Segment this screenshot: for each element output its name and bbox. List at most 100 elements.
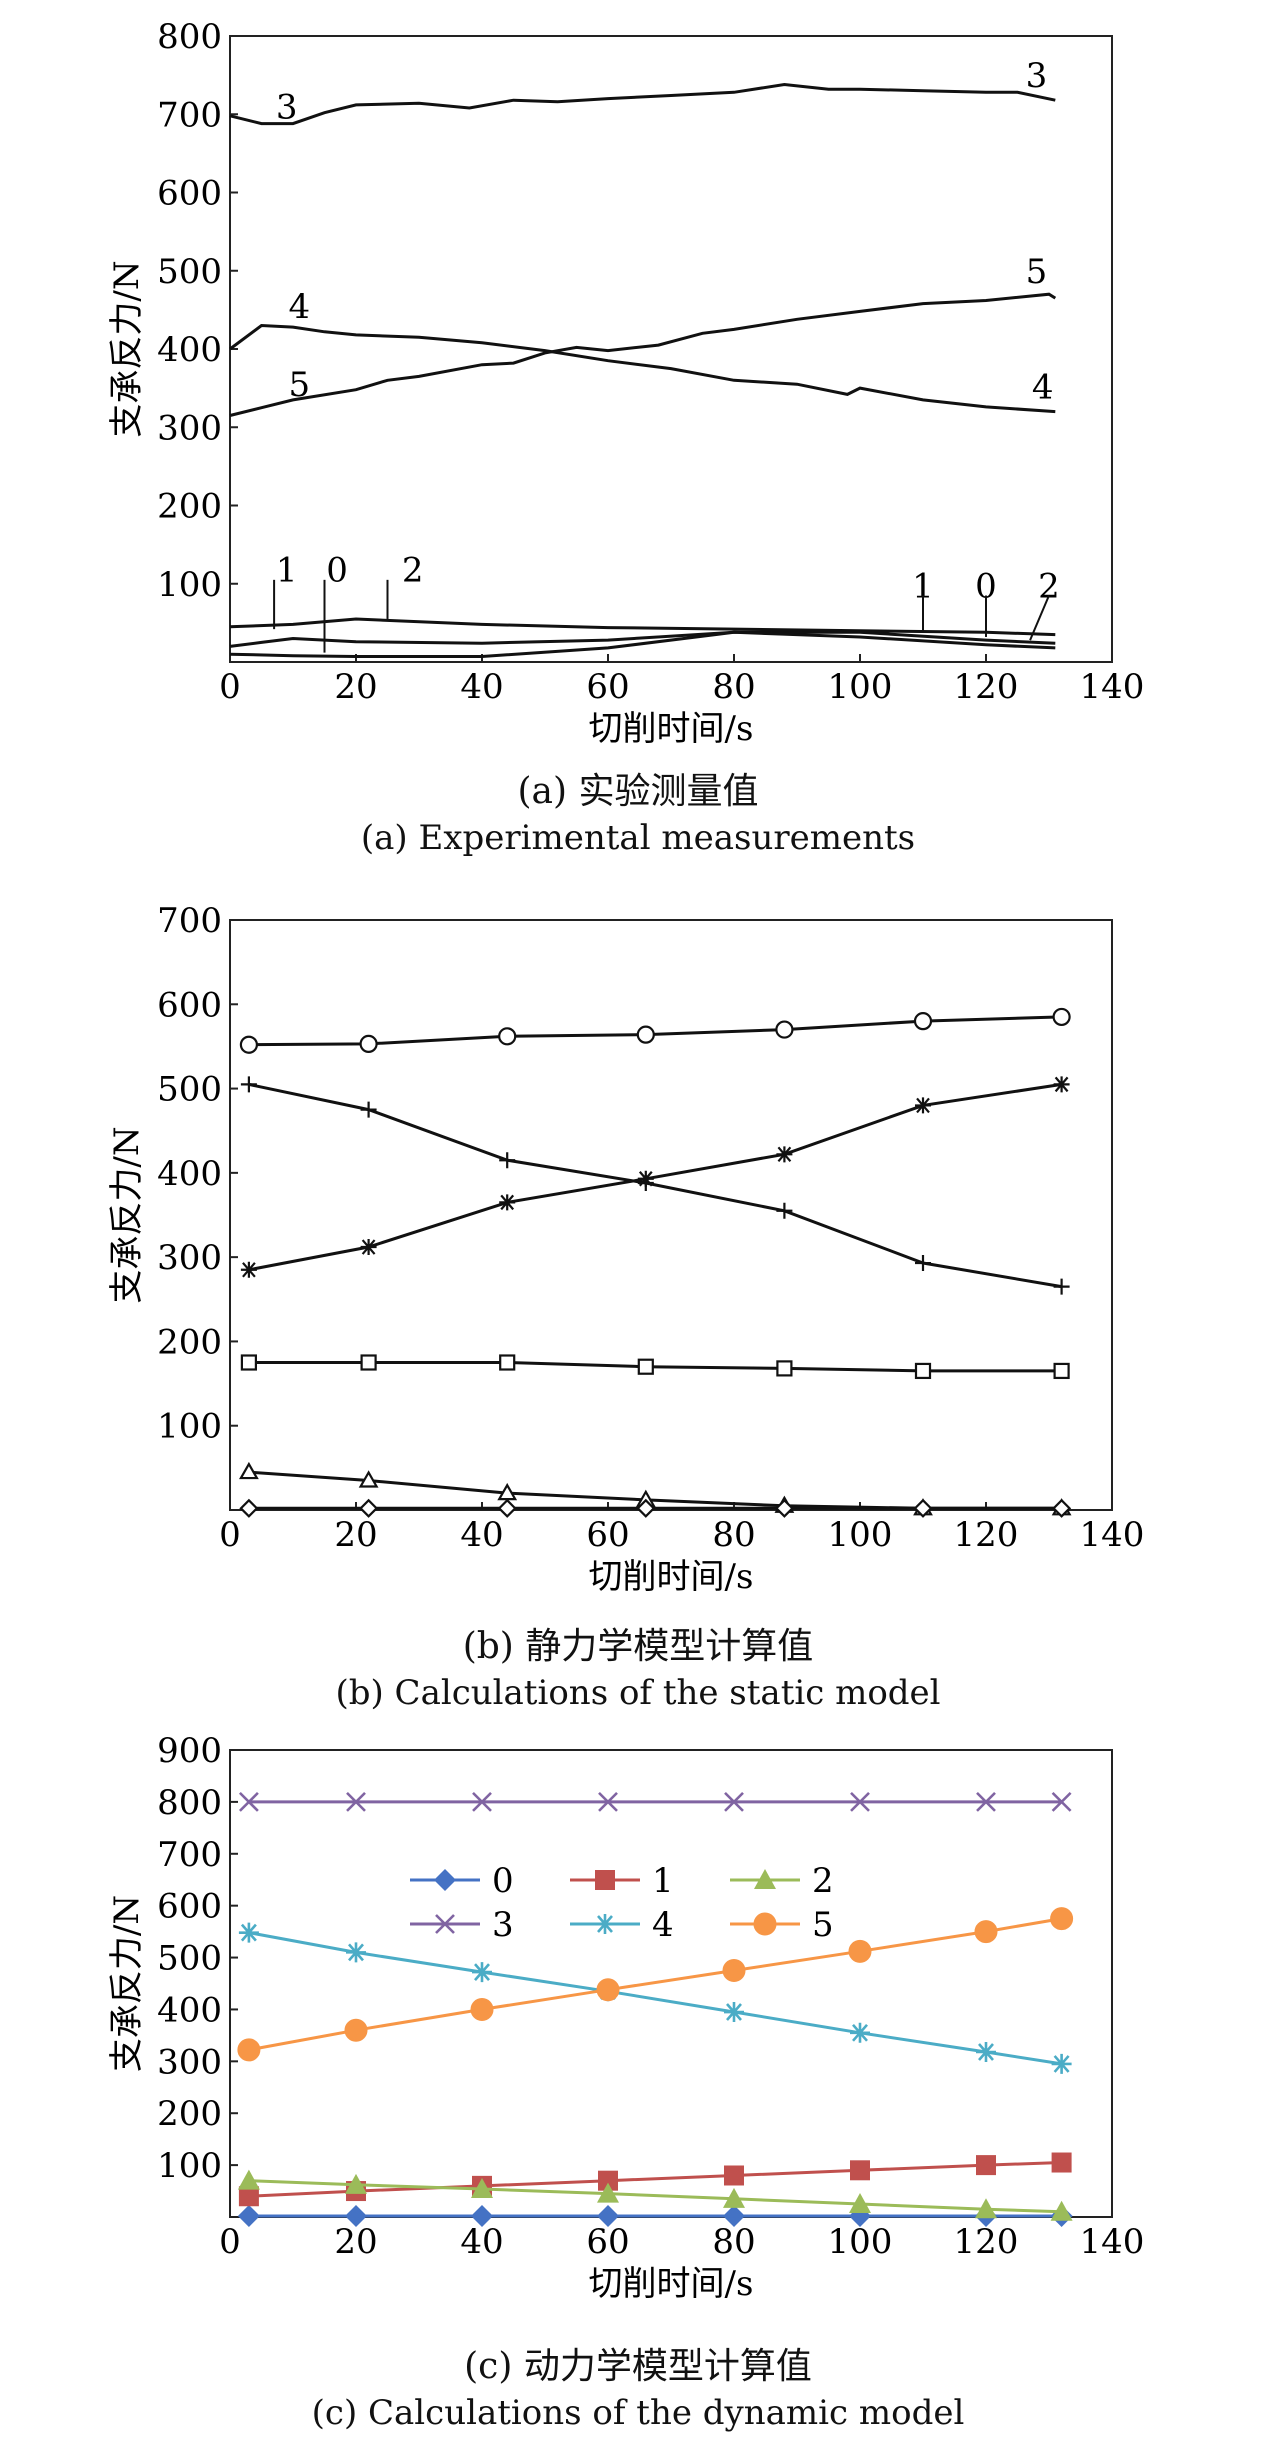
chart-c-point-series-4 [976,2041,996,2062]
chart-b-point-asterisk [1053,1076,1070,1093]
chart-b-x-tick-label: 40 [460,1515,503,1555]
chart-b-point-asterisk [240,1261,257,1278]
chart-c-point-series-0 [237,2204,260,2227]
chart-c-point-series-4 [238,1922,259,1943]
chart-c-point-series-1 [976,2155,996,2176]
chart-a-curve-label: 2 [402,551,424,591]
chart-b-point-square [637,1358,654,1375]
chart-b-y-tick-label: 700 [157,901,222,941]
chart-c-point-series-0 [597,2204,619,2227]
chart-b-point-triangle [358,1470,379,1488]
chart-a-x-tick-label: 0 [219,667,241,707]
chart-c-x-tick-label: 100 [828,2222,893,2262]
chart-c-point-series-5 [722,1959,746,1983]
chart-b-y-axis-title: 支承反力/N [107,1126,147,1303]
chart-c-point-series-5 [974,1920,998,1944]
chart-c-y-tick-label: 600 [157,1887,222,1927]
chart-b-y-tick-label: 500 [157,1070,222,1110]
chart-b-x-tick-label: 60 [586,1515,629,1555]
chart-c-legend-label-4: 4 [652,1905,674,1945]
chart-a-curve-label: 3 [276,87,298,127]
chart-a-series-4-line [229,323,1056,414]
chart-c-y-tick-label: 500 [157,1939,222,1979]
chart-c-axes: 0 20 40 60 80 100 120 1401002003004005006007008… [107,1731,1144,2304]
chart-a-series [229,82,1057,658]
chart-a-curve-label: 4 [1032,368,1054,408]
chart-c-series-5-line [248,1917,1062,2052]
chart-c-point-series-2 [597,2182,619,2203]
chart-c-series-4-line [248,1931,1062,2066]
chart-b-x-tick-label: 120 [954,1515,1019,1555]
caption-en-b: (b) Calculations of the static model [335,1673,941,1713]
chart-c-point-series-0 [723,2204,745,2227]
chart-c-y-tick-label: 200 [157,2094,222,2134]
chart-b-point-plus [776,1202,793,1219]
chart-b-series-plus-line [248,1082,1062,1289]
chart-b-x-tick-label: 140 [1080,1515,1145,1555]
chart-c-legend-marker-3 [435,1914,455,1934]
chart-b-point-asterisk [637,1170,654,1187]
chart-c-plot-frame [229,1749,1113,2218]
chart-c-series-1-line [248,2161,1062,2198]
chart-b-y-tick-label: 100 [157,1407,222,1447]
chart-b-point-square [499,1354,516,1371]
chart-c-point-series-1 [850,2160,870,2181]
chart-c-svg: 0 20 40 60 80 100 120 1401002003004005006007008… [107,1731,1144,2304]
chart-c-legend-label-0: 0 [492,1861,514,1901]
chart-c-point-series-2 [345,2173,367,2194]
chart-c-legend-label-1: 1 [652,1861,674,1901]
chart-a-x-tick-label: 80 [712,667,755,707]
chart-c-point-series-1 [1051,2152,1072,2173]
chart-c-point-series-4 [472,1962,492,1983]
caption-en-c: (c) Calculations of the dynamic model [311,2393,965,2433]
chart-a-axes: 0 20 40 60 80 100 120 1401002003004005006007008… [107,17,1144,749]
chart-b-y-tick-label: 600 [157,985,222,1025]
chart-b-point-asterisk [915,1097,931,1114]
chart-b-axes: 0 20 40 60 80 100 120 140 100 200 300 400 500 600 700 切… [107,901,1144,1597]
chart-a-x-tick-label: 100 [828,667,893,707]
chart-b-point-square [776,1360,793,1377]
chart-c-point-series-4 [1051,2053,1072,2074]
chart-a-x-tick-label: 120 [954,667,1019,707]
chart-a-curve-label: 5 [1026,252,1048,292]
chart-a-curve-label: 0 [326,551,348,591]
chart-b-point-diamond [774,1498,794,1518]
chart-b-point-diamond [497,1498,517,1518]
chart-b-point-circle [775,1020,794,1039]
chart-b-point-circle [636,1025,655,1044]
chart-b-point-asterisk [776,1146,793,1163]
chart-b-x-tick-label: 80 [712,1515,755,1555]
chart-c-point-series-3 [346,1791,366,1812]
chart-b-point-plus [499,1152,516,1169]
chart-b-point-square [914,1362,932,1380]
chart-c-point-series-4 [346,1942,366,1963]
chart-c-legend-marker-4 [595,1914,615,1934]
chart-a-series-1-line [229,630,1056,648]
chart-c-point-series-4 [724,2002,744,2023]
chart-panel-a: 0 20 40 60 80 100 120 140 100 200 300 400 500 600 700 8… [0,0,1276,858]
chart-b-y-tick-label: 300 [157,1238,222,1278]
chart-b-point-plus [240,1076,257,1093]
chart-c-point-series-3 [724,1791,744,1812]
chart-c-x-tick-label: 40 [460,2222,503,2262]
chart-b-point-triangle [239,1461,259,1480]
chart-c-point-series-3 [850,1791,870,1812]
chart-c-legend-label-3: 3 [492,1905,514,1945]
chart-panel-b: 0 20 40 60 80 100 120 140 100 200 300 400 500 600 700 切… [0,880,1276,1713]
chart-b-point-plus [360,1101,377,1118]
chart-c-point-series-5 [1050,1907,1074,1931]
chart-c-series [237,1791,1074,2227]
chart-c-x-axis-title: 切削时间/s [589,2264,754,2304]
chart-c-legend-marker-2 [754,1869,776,1889]
chart-b-point-circle [913,1012,933,1031]
chart-b-point-circle [498,1027,517,1046]
chart-b-point-diamond [913,1498,933,1518]
chart-c-point-series-3 [1051,1791,1072,1812]
chart-b-point-diamond [359,1498,379,1518]
chart-b-point-diamond [1052,1498,1072,1518]
chart-a-leader-line [1029,595,1050,641]
chart-b-series [239,1007,1072,1518]
chart-a-y-tick-label: 700 [157,95,222,135]
chart-c-point-series-5 [237,2038,261,2062]
chart-c-point-series-0 [345,2204,367,2227]
